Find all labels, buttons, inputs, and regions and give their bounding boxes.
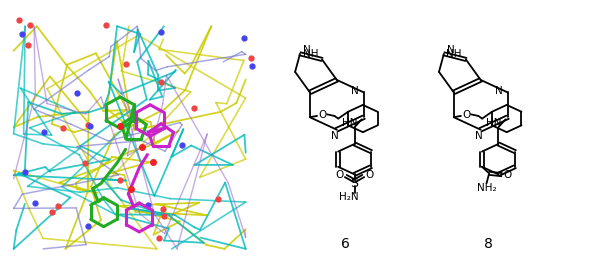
Text: N: N [494,86,502,96]
Text: 8: 8 [484,237,493,251]
Text: NH: NH [302,49,318,59]
Text: N: N [350,86,358,96]
Text: O: O [462,110,470,120]
Text: O: O [318,110,326,120]
Text: N: N [331,131,339,141]
Text: H₂N: H₂N [339,192,358,203]
Text: N: N [303,45,311,55]
Text: N: N [447,45,455,55]
Text: O: O [336,170,344,180]
Text: S: S [350,177,359,189]
Text: O: O [365,170,373,180]
Text: HN: HN [342,118,358,128]
Text: 6: 6 [341,237,349,251]
Text: NH₂: NH₂ [477,183,496,193]
Text: N: N [475,131,483,141]
Text: O: O [503,170,512,180]
Text: NH: NH [446,49,462,59]
Text: HN: HN [486,118,502,128]
